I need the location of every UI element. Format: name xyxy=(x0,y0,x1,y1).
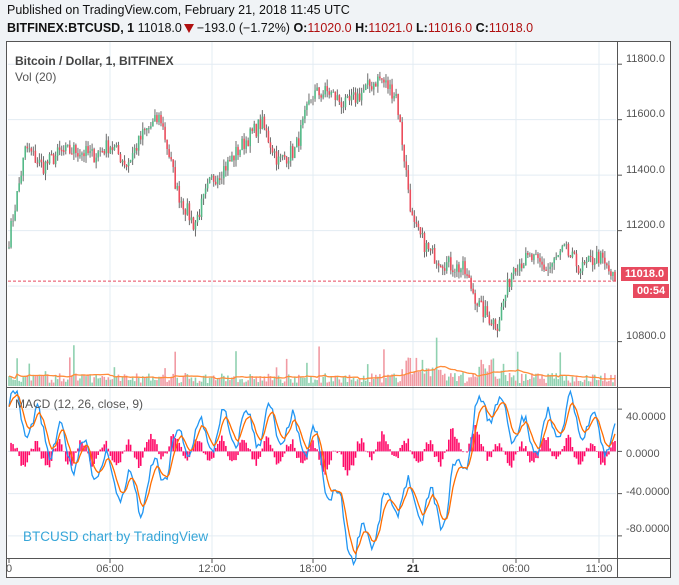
time-tick: 06:00 xyxy=(502,563,530,575)
time-tick: 0 xyxy=(5,563,13,575)
macd-tick: -40.0000 xyxy=(626,486,670,498)
price-tick: 11400.0 xyxy=(626,164,665,176)
volume-legend[interactable]: Vol (20) xyxy=(15,70,57,84)
low-value: 11016.0 xyxy=(427,21,473,35)
time-tick: 18:00 xyxy=(299,563,327,575)
symbol-label: BITFINEX:BTCUSD, 1 xyxy=(7,21,135,35)
low-label: L: xyxy=(416,21,428,35)
time-tick: 12:00 xyxy=(198,563,226,575)
macd-tick: 0.0000 xyxy=(626,448,660,460)
symbol-quote-line: BITFINEX:BTCUSD, 1 11018.0 −193.0 (−1.72%… xyxy=(7,21,533,35)
high-value: 11021.0 xyxy=(368,21,413,35)
macd-legend[interactable]: MACD (12, 26, close, 9) xyxy=(15,397,144,411)
time-tick-day: 21 xyxy=(406,563,420,575)
down-arrow-icon xyxy=(183,24,194,33)
price-tick: 11200.0 xyxy=(626,219,665,231)
last-price-tag: 11018.0 xyxy=(621,267,669,281)
price-change: −193.0 (−1.72%) xyxy=(196,21,290,35)
time-tick: 11:00 xyxy=(585,563,613,575)
chart-frame xyxy=(6,41,671,578)
close-value: 11018.0 xyxy=(488,21,534,35)
watermark-link[interactable]: BTCUSD chart by TradingView xyxy=(23,529,209,544)
price-tick: 10800.0 xyxy=(626,330,666,342)
macd-tick: 40.0000 xyxy=(626,411,666,423)
open-label: O: xyxy=(293,21,308,35)
high-label: H: xyxy=(355,21,369,35)
bar-countdown-tag: 00:54 xyxy=(633,284,670,298)
price-tick: 11600.0 xyxy=(626,108,665,120)
time-tick: 06:00 xyxy=(96,563,124,575)
open-value: 11020.0 xyxy=(307,21,352,35)
published-caption: Published on TradingView.com, February 2… xyxy=(7,3,350,17)
close-label: C: xyxy=(475,21,489,35)
price-tick: 11800.0 xyxy=(626,53,665,65)
macd-tick: -80.0000 xyxy=(626,523,670,535)
main-series-legend[interactable]: Bitcoin / Dollar, 1, BITFINEX xyxy=(15,54,174,68)
last-price: 11018.0 xyxy=(137,21,182,35)
